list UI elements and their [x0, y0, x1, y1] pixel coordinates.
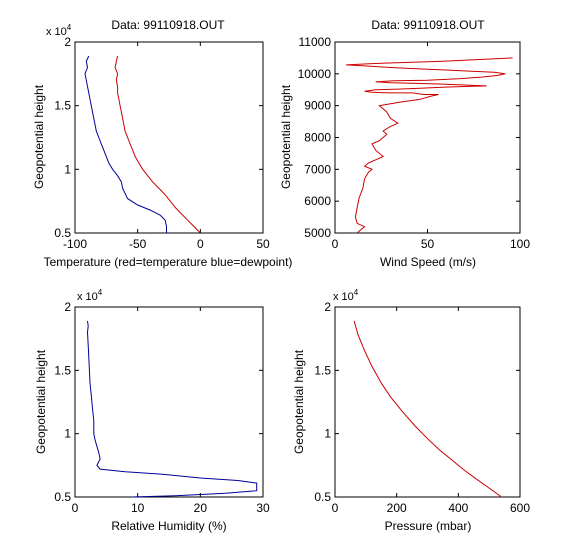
series-line-1 [84, 55, 167, 233]
series-line-0 [114, 55, 201, 234]
y-tick-label: 5000 [304, 226, 331, 240]
x-tick-label: -100 [63, 237, 87, 251]
y-tick-label: 1 [64, 162, 71, 176]
subplot-title: Data: 99110918.OUT [371, 18, 485, 32]
y-tick-label: 1.5 [314, 363, 331, 377]
series-line-0 [353, 320, 502, 498]
y-axis-label: Geopotential height [279, 84, 293, 189]
y-tick-label: 2 [64, 35, 71, 49]
plot-area [334, 306, 521, 498]
x-tick-label: 400 [448, 501, 468, 515]
x-tick-label: 20 [194, 501, 208, 515]
y-exponent-label: x 104 [46, 23, 72, 38]
x-tick-label: 200 [387, 501, 407, 515]
y-tick-label: 9000 [304, 99, 331, 113]
x-tick-label: 0 [332, 237, 339, 251]
plot-area [74, 41, 264, 234]
y-axis-label: Geopotential height [34, 349, 48, 454]
y-exponent-label: x 104 [333, 288, 359, 303]
x-tick-label: 30 [256, 501, 270, 515]
y-exponent-power: 4 [354, 288, 359, 297]
x-tick-label: 0 [197, 237, 204, 251]
y-axis-label: Geopotential height [292, 349, 306, 454]
x-tick-label: 100 [510, 237, 530, 251]
y-tick-label: 0.5 [54, 490, 71, 504]
x-axis-label: Wind Speed (m/s) [380, 255, 476, 269]
y-tick-label: 1 [64, 427, 71, 441]
subplot-pressure: x 104 Pressure (mbar) Geopotential heigh… [292, 288, 530, 533]
x-tick-label: 10 [131, 501, 145, 515]
subplot-relative-humidity: x 104 Relative Humidity (%) Geopotential… [34, 288, 270, 533]
x-tick-label: -50 [129, 237, 147, 251]
x-axis-label: Pressure (mbar) [385, 519, 472, 533]
y-tick-label: 0.5 [54, 226, 71, 240]
y-tick-label: 6000 [304, 194, 331, 208]
y-tick-label: 8000 [304, 131, 331, 145]
x-axis-label: Relative Humidity (%) [111, 519, 226, 533]
y-axis-label: Geopotential height [32, 84, 46, 189]
x-tick-label: 600 [510, 501, 530, 515]
x-tick-label: 0 [72, 501, 79, 515]
series-line-0 [86, 320, 258, 498]
subplot-temperature: Data: 99110918.OUT x 104 Temperature (re… [32, 18, 292, 269]
subplot-title: Data: 99110918.OUT [111, 18, 225, 32]
y-tick-label: 1 [324, 427, 331, 441]
x-tick-label: 50 [256, 237, 270, 251]
x-tick-label: 0 [332, 501, 339, 515]
subplot-wind-speed: Data: 99110918.OUT Wind Speed (m/s) Geop… [279, 18, 530, 269]
x-axis-label: Temperature (red=temperature blue=dewpoi… [44, 255, 293, 269]
y-tick-label: 0.5 [314, 490, 331, 504]
y-exponent-power: 4 [67, 23, 72, 32]
y-tick-label: 11000 [299, 35, 332, 49]
y-exponent-power: 4 [98, 288, 103, 297]
y-tick-label: 10000 [298, 67, 332, 81]
series-line-0 [346, 57, 513, 234]
y-tick-label: 1.5 [54, 363, 71, 377]
y-exponent-label: x 104 [77, 288, 103, 303]
y-tick-label: 2 [324, 300, 331, 314]
y-tick-label: 7000 [304, 162, 331, 176]
x-tick-label: 50 [421, 237, 435, 251]
y-tick-label: 2 [64, 300, 71, 314]
plot-area [74, 306, 264, 498]
plot-area [334, 41, 521, 234]
y-tick-label: 1.5 [54, 99, 71, 113]
